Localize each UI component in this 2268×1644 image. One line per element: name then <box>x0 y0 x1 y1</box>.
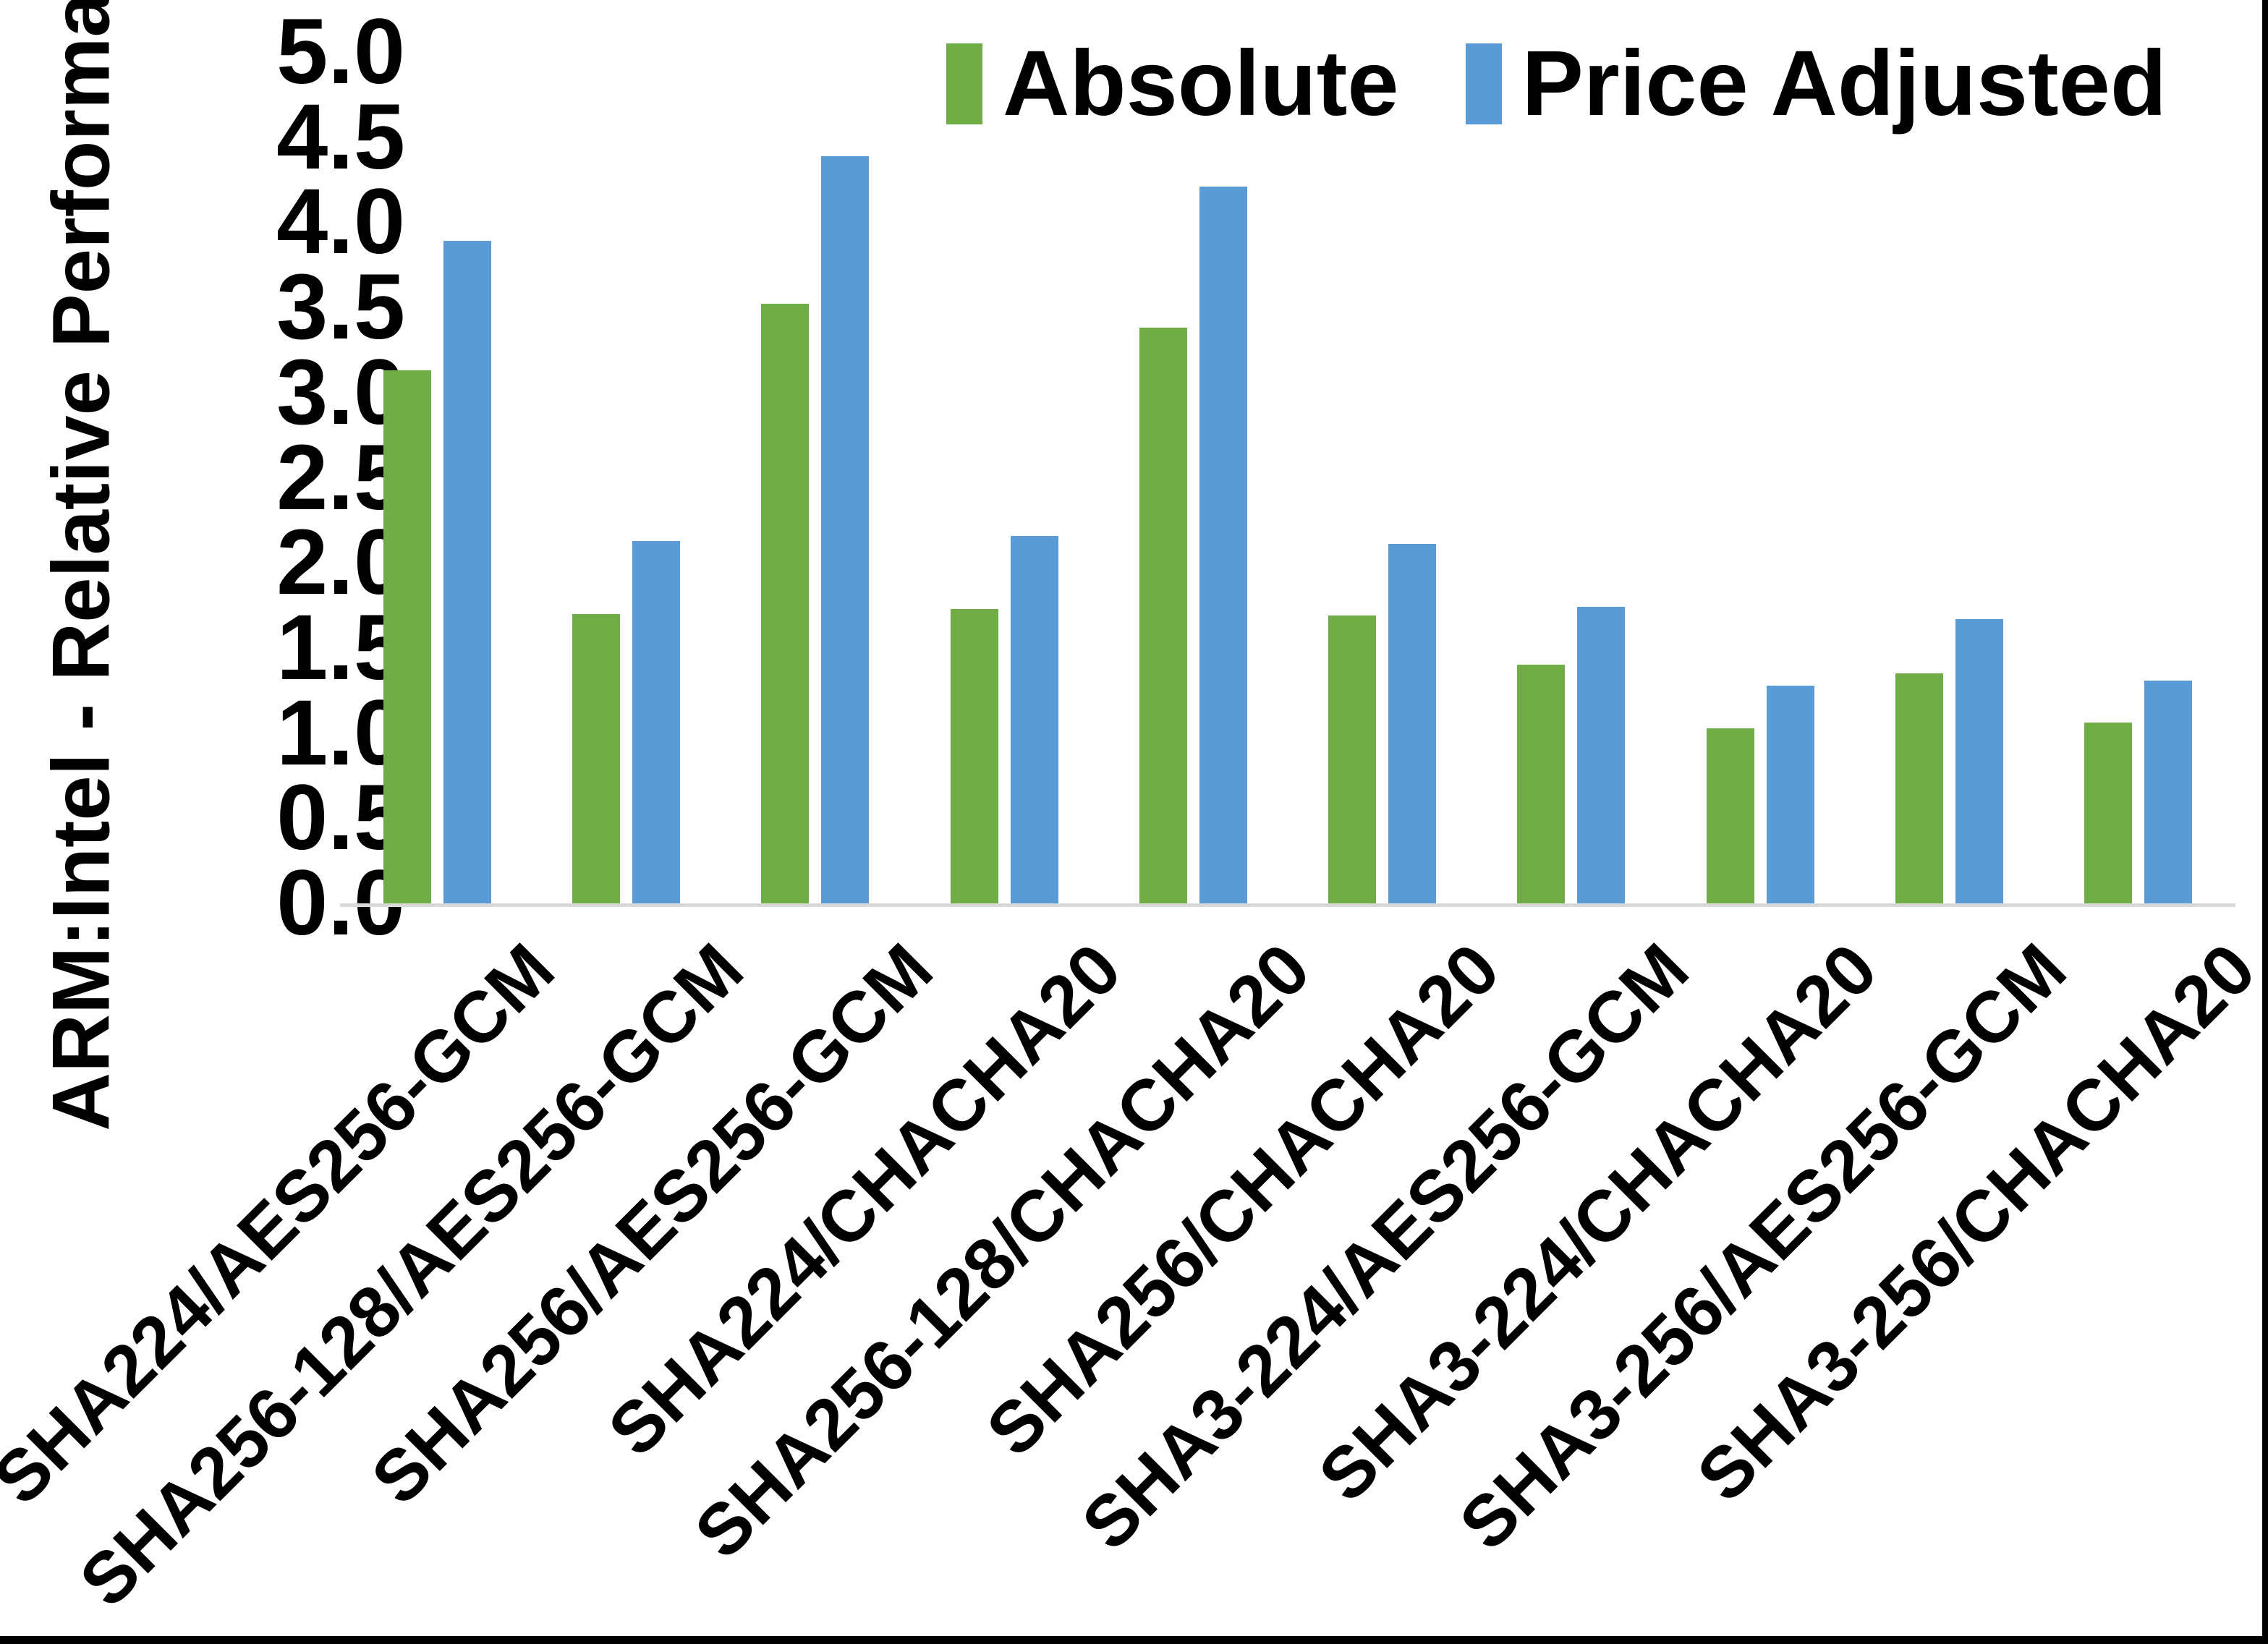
bar-group-sha3-256-chacha20 <box>2084 52 2192 903</box>
bar-group-sha256-chacha20 <box>1328 52 1437 903</box>
bar-absolute <box>2084 723 2132 903</box>
bar-group-sha224-chacha20 <box>950 52 1058 903</box>
legend-item-price-adjusted: Price Adjusted <box>1465 30 2167 137</box>
bar-price-adjusted <box>821 156 870 903</box>
bar-absolute <box>761 304 810 903</box>
bar-group-sha3-256-aes256-gcm <box>1895 52 2003 903</box>
bar-absolute <box>1328 616 1377 903</box>
bar-price-adjusted <box>1388 544 1437 903</box>
bar-group-sha256-aes256-gcm <box>761 52 870 903</box>
bar-absolute <box>572 613 621 903</box>
legend-item-absolute: Absolute <box>946 30 1399 137</box>
frame-border-right <box>2262 0 2268 1644</box>
plot-area <box>340 52 2235 903</box>
bar-absolute <box>383 370 431 903</box>
bar-group-sha256-128-aes256-gcm <box>572 52 681 903</box>
bar-price-adjusted <box>632 540 681 903</box>
x-axis-baseline <box>340 903 2235 907</box>
bar-absolute <box>1517 665 1566 903</box>
y-tick-label: 4.5 <box>276 85 405 189</box>
bar-group-sha256-128-chacha20 <box>1139 52 1247 903</box>
price-adjusted-series-swatch-icon <box>1465 43 1502 124</box>
bar-price-adjusted <box>1010 535 1058 903</box>
bar-price-adjusted <box>1955 618 2003 903</box>
bar-price-adjusted <box>1577 607 1626 903</box>
bar-price-adjusted <box>443 241 491 903</box>
bar-price-adjusted <box>2144 680 2192 903</box>
bar-group-sha3-224-aes256-gcm <box>1517 52 1626 903</box>
legend-label: Absolute <box>1002 32 1399 135</box>
legend-label: Price Adjusted <box>1521 32 2167 135</box>
bar-absolute <box>1895 673 1943 903</box>
bar-price-adjusted <box>1199 186 1247 903</box>
bar-group-sha3-224-chacha20 <box>1706 52 1814 903</box>
y-tick-label: 4.0 <box>276 170 405 274</box>
frame-border-bottom <box>0 1636 2268 1644</box>
y-tick-label: 3.5 <box>276 255 405 359</box>
bar-absolute <box>950 608 998 903</box>
legend: Absolute Price Adjusted <box>946 30 2167 137</box>
bar-group-sha224-aes256-gcm <box>383 52 491 903</box>
absolute-series-swatch-icon <box>946 43 982 124</box>
bar-absolute <box>1706 728 1754 903</box>
y-tick-label: 5.0 <box>276 0 405 103</box>
bar-price-adjusted <box>1766 685 1814 903</box>
bar-absolute <box>1139 328 1187 903</box>
